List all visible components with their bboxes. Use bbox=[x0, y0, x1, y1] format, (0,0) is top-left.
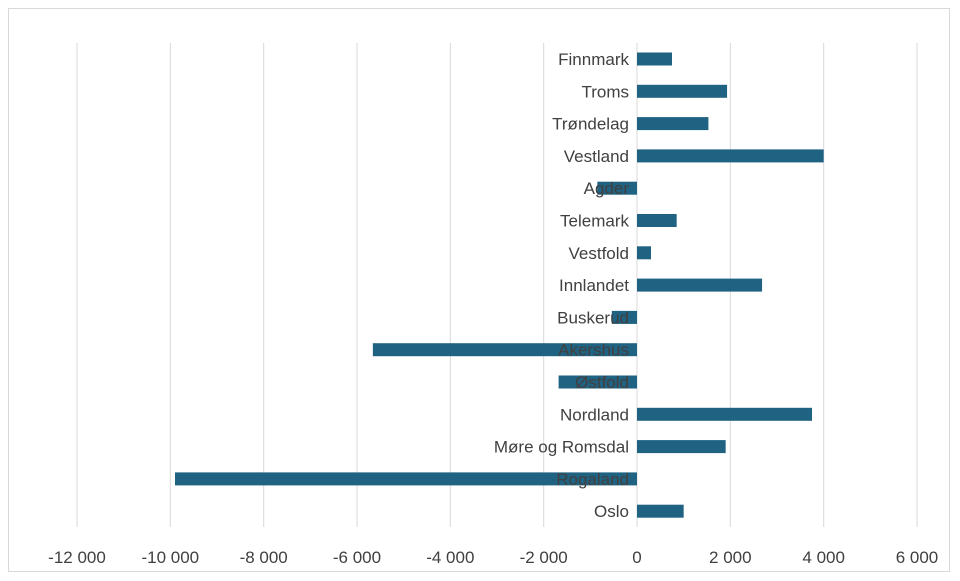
bar-finnmark bbox=[637, 52, 672, 66]
x-tick-label: -2 000 bbox=[520, 548, 568, 567]
bar-agder bbox=[597, 181, 637, 195]
category-label: Innlandet bbox=[559, 276, 629, 295]
category-label: Østfold bbox=[575, 373, 629, 392]
x-tick-label: 0 bbox=[632, 548, 641, 567]
category-label: Trøndelag bbox=[552, 115, 629, 134]
bar-innlandet bbox=[637, 278, 763, 292]
bar-vestfold bbox=[637, 246, 651, 260]
bar-troms bbox=[637, 84, 728, 98]
bar-trøndelag bbox=[637, 117, 709, 131]
category-label: Agder bbox=[584, 179, 630, 198]
bar-chart: Finnmark Troms Trøndelag Vestland Agder Telem… bbox=[48, 43, 938, 567]
x-tick-label: 2 000 bbox=[709, 548, 752, 567]
bar-akershus bbox=[372, 343, 637, 357]
x-tick-label: -12 000 bbox=[48, 548, 106, 567]
category-label: Vestland bbox=[564, 147, 629, 166]
category-label: Møre og Romsdal bbox=[494, 438, 629, 457]
category-label: Buskerud bbox=[557, 308, 629, 327]
category-labels: Finnmark Troms Trøndelag Vestland Agder Telem… bbox=[494, 50, 630, 521]
bar-østfold bbox=[558, 375, 637, 389]
bar-møre-og-romsdal bbox=[637, 440, 726, 454]
bars bbox=[175, 52, 824, 518]
x-tick-label: -8 000 bbox=[240, 548, 288, 567]
category-label: Rogaland bbox=[556, 470, 629, 489]
x-tick-label: -10 000 bbox=[141, 548, 199, 567]
x-tick-label: 6 000 bbox=[896, 548, 939, 567]
bar-vestland bbox=[637, 149, 824, 163]
x-tick-labels: -12 000 -10 000 -8 000 -6 000 -4 000 -2 000 0 2… bbox=[48, 548, 938, 567]
bar-rogaland bbox=[175, 472, 637, 486]
category-label: Vestfold bbox=[569, 244, 630, 263]
bar-nordland bbox=[637, 407, 812, 421]
chart-frame: Finnmark Troms Trøndelag Vestland Agder Telem… bbox=[8, 8, 950, 572]
category-label: Oslo bbox=[594, 502, 629, 521]
category-label: Akershus bbox=[558, 341, 629, 360]
bar-buskerud bbox=[611, 310, 637, 324]
x-tick-label: -6 000 bbox=[333, 548, 381, 567]
x-tick-label: -4 000 bbox=[426, 548, 474, 567]
category-label: Troms bbox=[581, 82, 629, 101]
bar-oslo bbox=[637, 504, 684, 518]
category-label: Nordland bbox=[560, 405, 629, 424]
category-label: Finnmark bbox=[558, 50, 629, 69]
category-label: Telemark bbox=[560, 212, 629, 231]
bar-telemark bbox=[637, 214, 677, 227]
x-tick-label: 4 000 bbox=[802, 548, 845, 567]
